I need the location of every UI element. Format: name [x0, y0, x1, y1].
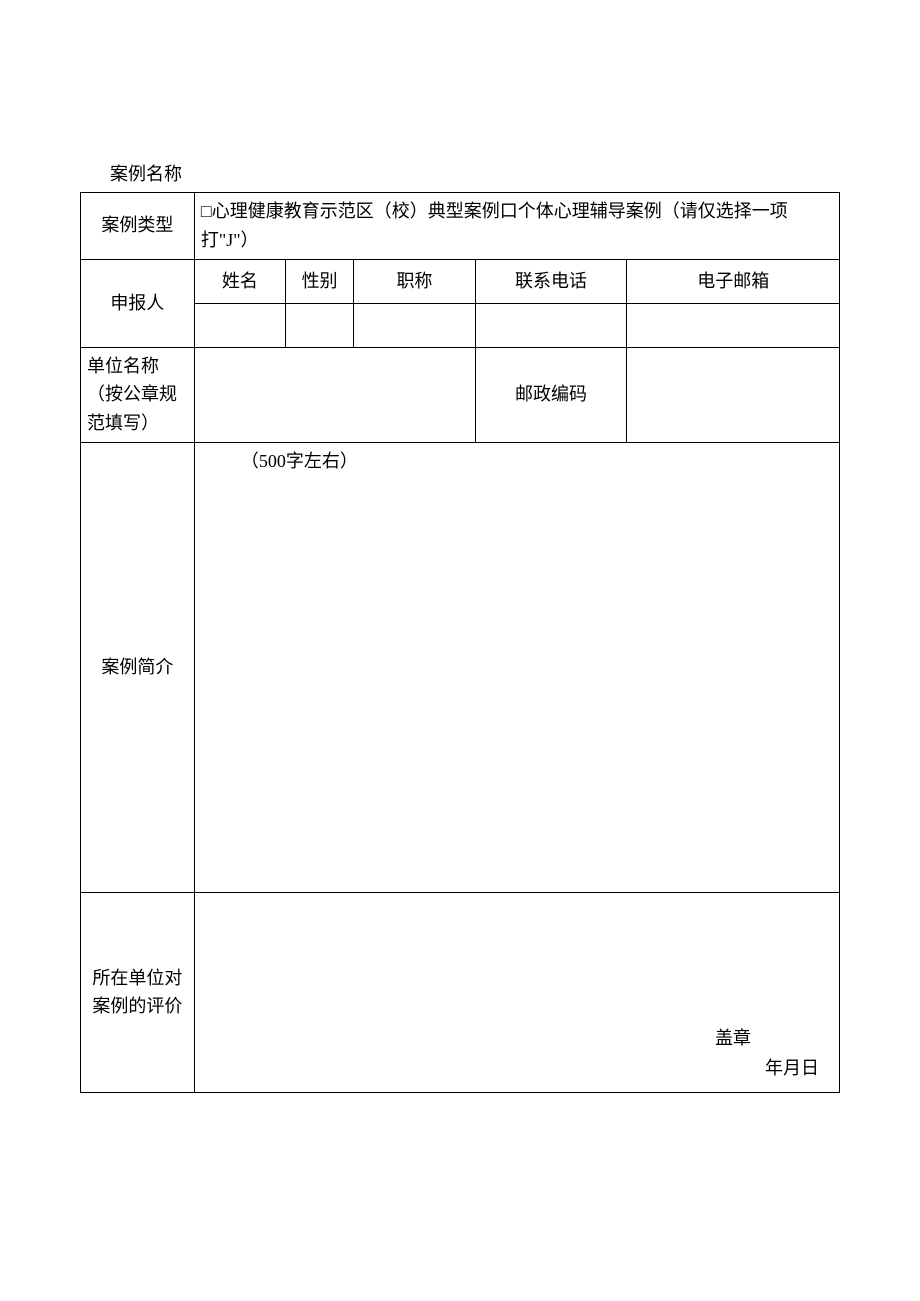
- title-input-cell[interactable]: [354, 303, 475, 347]
- gender-input-cell[interactable]: [285, 303, 353, 347]
- summary-hint: （500字左右）: [201, 447, 833, 476]
- application-form-table: 案例类型 □心理健康教育示范区（校）典型案例口个体心理辅导案例（请仅选择一项打"…: [80, 192, 840, 1093]
- unit-name-label: 单位名称（按公章规范填写）: [81, 347, 195, 442]
- phone-header: 联系电话: [475, 259, 627, 303]
- postal-code-input-cell[interactable]: [627, 347, 840, 442]
- applicant-values-row: [81, 303, 840, 347]
- unit-name-input-cell[interactable]: [194, 347, 475, 442]
- date-label: 年月日: [715, 1053, 819, 1084]
- case-summary-cell[interactable]: （500字左右）: [194, 442, 839, 892]
- case-type-label: 案例类型: [81, 193, 195, 260]
- evaluation-cell[interactable]: 盖章 年月日: [194, 892, 839, 1092]
- evaluation-label: 所在单位对案例的评价: [81, 892, 195, 1092]
- gender-header: 性别: [285, 259, 353, 303]
- title-header: 职称: [354, 259, 475, 303]
- case-summary-label: 案例简介: [81, 442, 195, 892]
- stamp-block: 盖章 年月日: [715, 1023, 819, 1084]
- applicant-header-row: 申报人 姓名 性别 职称 联系电话 电子邮箱: [81, 259, 840, 303]
- email-input-cell[interactable]: [627, 303, 840, 347]
- name-header: 姓名: [194, 259, 285, 303]
- stamp-label: 盖章: [715, 1023, 819, 1054]
- case-name-label: 案例名称: [80, 160, 840, 192]
- evaluation-row: 所在单位对案例的评价 盖章 年月日: [81, 892, 840, 1092]
- case-type-options-cell[interactable]: □心理健康教育示范区（校）典型案例口个体心理辅导案例（请仅选择一项打"J"）: [194, 193, 839, 260]
- case-type-row: 案例类型 □心理健康教育示范区（校）典型案例口个体心理辅导案例（请仅选择一项打"…: [81, 193, 840, 260]
- name-input-cell[interactable]: [194, 303, 285, 347]
- case-summary-row: 案例简介 （500字左右）: [81, 442, 840, 892]
- applicant-label: 申报人: [81, 259, 195, 347]
- phone-input-cell[interactable]: [475, 303, 627, 347]
- postal-code-label: 邮政编码: [475, 347, 627, 442]
- email-header: 电子邮箱: [627, 259, 840, 303]
- unit-name-row: 单位名称（按公章规范填写） 邮政编码: [81, 347, 840, 442]
